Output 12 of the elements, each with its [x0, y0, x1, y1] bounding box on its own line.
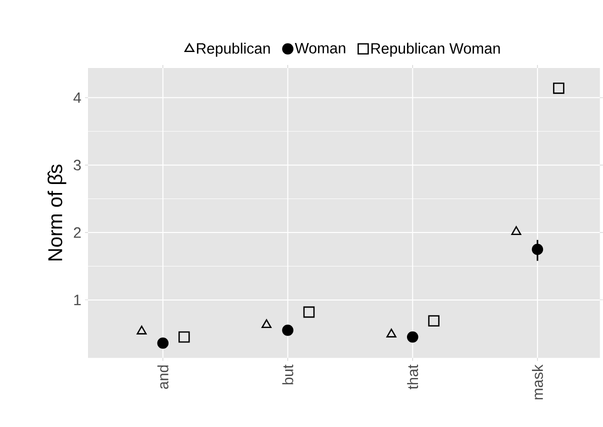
legend-label: Republican — [196, 42, 270, 57]
y-tick-label: 1 — [74, 294, 81, 306]
y-axis-title: Norm of β̂s — [48, 164, 66, 260]
x-tick-label: and — [157, 365, 168, 389]
y-tick-label: 4 — [73, 92, 82, 103]
legend-label: Republican Woman — [371, 42, 500, 57]
x-tick-label: mask — [532, 364, 543, 400]
y-tick-label: 3 — [74, 160, 81, 170]
x-tick-label: that — [407, 364, 418, 390]
y-tick-label: 2 — [74, 227, 81, 238]
x-tick-label: but — [282, 364, 294, 384]
legend-label: Woman — [294, 43, 346, 54]
